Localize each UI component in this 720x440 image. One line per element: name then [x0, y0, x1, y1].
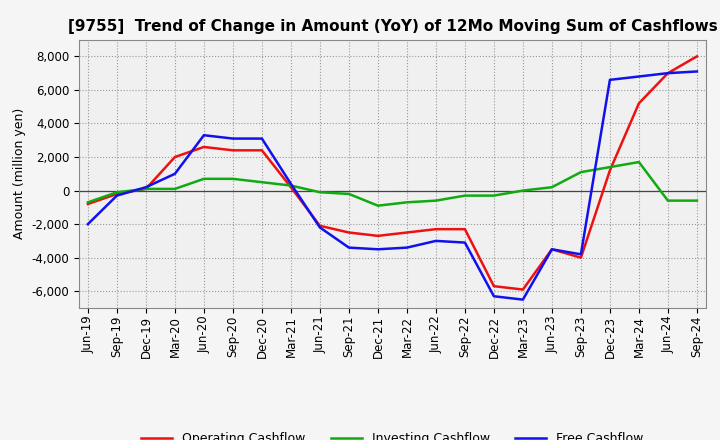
Free Cashflow — [142, 185, 150, 190]
Investing Cashflow — [171, 186, 179, 191]
Investing Cashflow — [402, 200, 411, 205]
Free Cashflow — [112, 193, 121, 198]
Operating Cashflow — [345, 230, 354, 235]
Free Cashflow — [84, 221, 92, 227]
Operating Cashflow — [461, 227, 469, 232]
Investing Cashflow — [315, 190, 324, 195]
Operating Cashflow — [315, 223, 324, 228]
Investing Cashflow — [664, 198, 672, 203]
Free Cashflow — [315, 225, 324, 230]
Operating Cashflow — [693, 54, 701, 59]
Line: Free Cashflow: Free Cashflow — [88, 71, 697, 300]
Investing Cashflow — [548, 185, 557, 190]
Free Cashflow — [402, 245, 411, 250]
Operating Cashflow — [664, 70, 672, 76]
Operating Cashflow — [606, 168, 614, 173]
Investing Cashflow — [431, 198, 440, 203]
Investing Cashflow — [374, 203, 382, 208]
Operating Cashflow — [490, 283, 498, 289]
Free Cashflow — [287, 181, 295, 187]
Investing Cashflow — [461, 193, 469, 198]
Operating Cashflow — [84, 202, 92, 207]
Operating Cashflow — [258, 148, 266, 153]
Operating Cashflow — [171, 154, 179, 160]
Free Cashflow — [199, 132, 208, 138]
Free Cashflow — [431, 238, 440, 244]
Investing Cashflow — [142, 186, 150, 191]
Investing Cashflow — [693, 198, 701, 203]
Free Cashflow — [374, 247, 382, 252]
Investing Cashflow — [490, 193, 498, 198]
Operating Cashflow — [431, 227, 440, 232]
Title: [9755]  Trend of Change in Amount (YoY) of 12Mo Moving Sum of Cashflows: [9755] Trend of Change in Amount (YoY) o… — [68, 19, 717, 34]
Investing Cashflow — [634, 159, 643, 165]
Free Cashflow — [606, 77, 614, 82]
Free Cashflow — [664, 70, 672, 76]
Free Cashflow — [228, 136, 237, 141]
Operating Cashflow — [518, 287, 527, 292]
Free Cashflow — [548, 247, 557, 252]
Investing Cashflow — [199, 176, 208, 181]
Free Cashflow — [490, 293, 498, 299]
Free Cashflow — [577, 252, 585, 257]
Free Cashflow — [634, 74, 643, 79]
Operating Cashflow — [228, 148, 237, 153]
Operating Cashflow — [634, 101, 643, 106]
Operating Cashflow — [199, 144, 208, 150]
Investing Cashflow — [258, 180, 266, 185]
Investing Cashflow — [606, 165, 614, 170]
Line: Operating Cashflow: Operating Cashflow — [88, 56, 697, 290]
Investing Cashflow — [112, 190, 121, 195]
Free Cashflow — [258, 136, 266, 141]
Operating Cashflow — [548, 247, 557, 252]
Free Cashflow — [171, 171, 179, 176]
Operating Cashflow — [112, 191, 121, 197]
Free Cashflow — [693, 69, 701, 74]
Line: Investing Cashflow: Investing Cashflow — [88, 162, 697, 205]
Operating Cashflow — [374, 233, 382, 238]
Investing Cashflow — [84, 200, 92, 205]
Operating Cashflow — [577, 255, 585, 260]
Investing Cashflow — [345, 191, 354, 197]
Operating Cashflow — [402, 230, 411, 235]
Investing Cashflow — [228, 176, 237, 181]
Operating Cashflow — [287, 185, 295, 190]
Operating Cashflow — [142, 186, 150, 191]
Investing Cashflow — [518, 188, 527, 193]
Y-axis label: Amount (million yen): Amount (million yen) — [13, 108, 26, 239]
Investing Cashflow — [577, 169, 585, 175]
Investing Cashflow — [287, 183, 295, 188]
Free Cashflow — [345, 245, 354, 250]
Legend: Operating Cashflow, Investing Cashflow, Free Cashflow: Operating Cashflow, Investing Cashflow, … — [136, 427, 649, 440]
Free Cashflow — [461, 240, 469, 245]
Free Cashflow — [518, 297, 527, 302]
